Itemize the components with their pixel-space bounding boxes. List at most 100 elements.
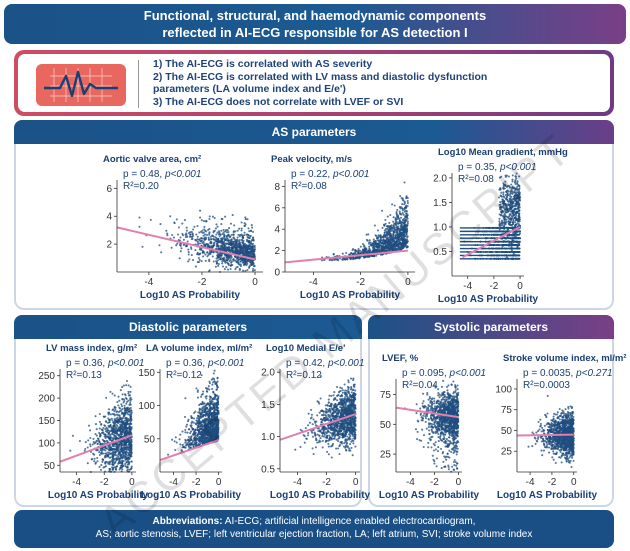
data-point <box>239 263 242 266</box>
data-point <box>509 210 512 213</box>
data-point <box>243 231 246 234</box>
data-point <box>204 220 208 223</box>
data-point <box>111 463 114 466</box>
data-point <box>115 465 119 468</box>
data-point <box>119 457 122 460</box>
data-point <box>250 247 253 250</box>
data-point <box>513 197 516 200</box>
data-point <box>512 233 515 236</box>
data-point <box>240 229 243 232</box>
data-point <box>392 243 395 246</box>
data-point <box>227 246 230 249</box>
data-point <box>124 446 127 449</box>
x-tick-label: 0 <box>252 277 258 288</box>
data-point <box>211 234 214 238</box>
data-point <box>130 467 133 471</box>
data-point <box>494 250 497 254</box>
r2-label: R²=0.08 <box>291 181 327 192</box>
data-point <box>159 223 162 226</box>
data-point <box>238 235 241 238</box>
data-point <box>515 244 518 247</box>
data-point <box>208 215 211 218</box>
data-point <box>215 233 218 236</box>
systolic-section-header: Systolic parameters <box>368 315 614 339</box>
data-point <box>192 228 195 231</box>
data-point <box>107 431 110 434</box>
data-point <box>201 237 204 240</box>
data-point <box>494 226 497 229</box>
chart-title: Aortic valve area, cm² <box>103 154 201 165</box>
data-point <box>216 231 219 234</box>
data-point <box>226 261 229 264</box>
data-point <box>111 437 114 440</box>
data-point <box>117 434 120 437</box>
data-point <box>235 266 238 269</box>
data-point <box>505 237 508 240</box>
data-point <box>205 387 209 391</box>
data-point <box>511 178 514 181</box>
r2-label: R²=0.20 <box>123 181 159 192</box>
data-point <box>149 218 152 221</box>
data-point <box>475 237 478 240</box>
summary-point-3: 3) The AI-ECG does not correlate with LV… <box>153 95 404 108</box>
data-point <box>166 232 169 235</box>
ecg-icon <box>36 64 126 106</box>
data-point <box>244 245 247 248</box>
data-point <box>105 396 108 399</box>
data-point <box>209 251 213 254</box>
data-point <box>207 236 210 239</box>
data-point <box>249 244 252 247</box>
data-point <box>392 230 395 233</box>
data-point <box>96 460 99 463</box>
data-point <box>98 453 101 457</box>
data-point <box>206 251 209 254</box>
y-tick-label: 0.5 <box>433 247 447 258</box>
data-point <box>488 226 491 229</box>
data-point <box>389 213 392 217</box>
data-point <box>359 245 362 248</box>
summary-points: 1) The AI-ECG is correlated with AS seve… <box>153 58 593 108</box>
data-point <box>208 233 211 236</box>
data-point <box>388 221 391 224</box>
data-point <box>399 239 402 242</box>
data-point <box>517 217 520 220</box>
data-point <box>230 233 233 236</box>
data-point <box>120 430 123 433</box>
data-point <box>138 225 141 228</box>
data-point <box>223 268 226 271</box>
data-point <box>158 244 161 247</box>
data-point <box>123 414 126 418</box>
data-point <box>373 248 376 251</box>
data-point <box>129 422 132 425</box>
data-point <box>361 243 365 246</box>
data-point <box>234 255 237 258</box>
data-point <box>515 200 519 203</box>
data-point <box>130 465 133 468</box>
data-point <box>224 261 227 264</box>
data-point <box>405 195 408 198</box>
data-point <box>517 257 521 260</box>
data-point <box>515 254 518 257</box>
data-point <box>377 234 380 237</box>
data-point <box>128 461 131 464</box>
data-point <box>93 460 96 463</box>
data-point <box>492 233 495 236</box>
data-point <box>508 242 511 245</box>
data-point <box>369 249 372 252</box>
data-point <box>505 208 508 211</box>
data-point <box>107 461 110 464</box>
data-point <box>252 267 255 270</box>
data-point <box>117 455 120 458</box>
data-point <box>126 456 129 460</box>
data-point <box>503 223 506 226</box>
data-point <box>374 234 377 237</box>
data-point <box>511 237 514 240</box>
data-point <box>199 216 202 219</box>
title-line-2: reflected in AI-ECG responsible for AS d… <box>162 25 468 40</box>
data-point <box>226 268 230 271</box>
data-point <box>243 262 247 266</box>
data-point <box>386 215 389 218</box>
title-banner: Functional, structural, and haemodynamic… <box>4 4 626 44</box>
data-point <box>477 237 480 240</box>
summary-divider <box>138 60 139 108</box>
